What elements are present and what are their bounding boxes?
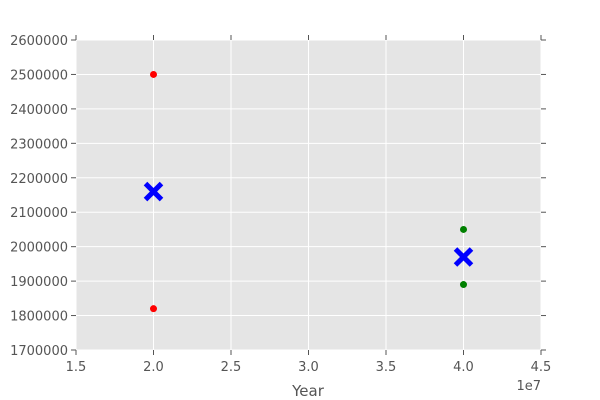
y-tick-label: 2100000 (10, 206, 68, 221)
y-tick-label: 1900000 (10, 275, 68, 290)
x-tick-label: 4.5 (531, 360, 552, 375)
x-tick-label: 3.5 (376, 360, 397, 375)
y-tick-label: 1700000 (10, 344, 68, 359)
x-marker-stroke (143, 181, 164, 202)
axis-ticks (71, 35, 546, 355)
y-tick-label: 2300000 (10, 137, 68, 152)
x-tick-label: 2.5 (221, 360, 242, 375)
x-tick-label: 2.0 (143, 360, 164, 375)
y-tick-label: 2500000 (10, 68, 68, 83)
x-offset-label: 1e7 (516, 379, 541, 394)
data-point (460, 281, 467, 289)
x-tick-label: 3.0 (298, 360, 319, 375)
centroid-x-marker (453, 247, 474, 267)
x-tick-label: 1.5 (66, 360, 87, 375)
y-tick-label: 2000000 (10, 241, 68, 256)
x-marker-stroke (453, 247, 474, 267)
x-axis-label: Year (291, 382, 325, 400)
y-tick-label: 1800000 (10, 310, 68, 325)
y-tick-label: 2400000 (10, 103, 68, 118)
y-tick-label: 2200000 (10, 172, 68, 187)
data-point (460, 225, 467, 233)
data-points (143, 70, 474, 313)
centroid-x-marker (143, 181, 164, 202)
y-tick-label: 2600000 (10, 34, 68, 49)
x-tick-label: 4.0 (453, 360, 474, 375)
data-point (150, 70, 157, 78)
tick-labels: 1.5 2.0 2.5 3.0 3.5 4.0 4.5 1700000 1800000 19000… (10, 34, 551, 375)
data-point (150, 305, 157, 313)
